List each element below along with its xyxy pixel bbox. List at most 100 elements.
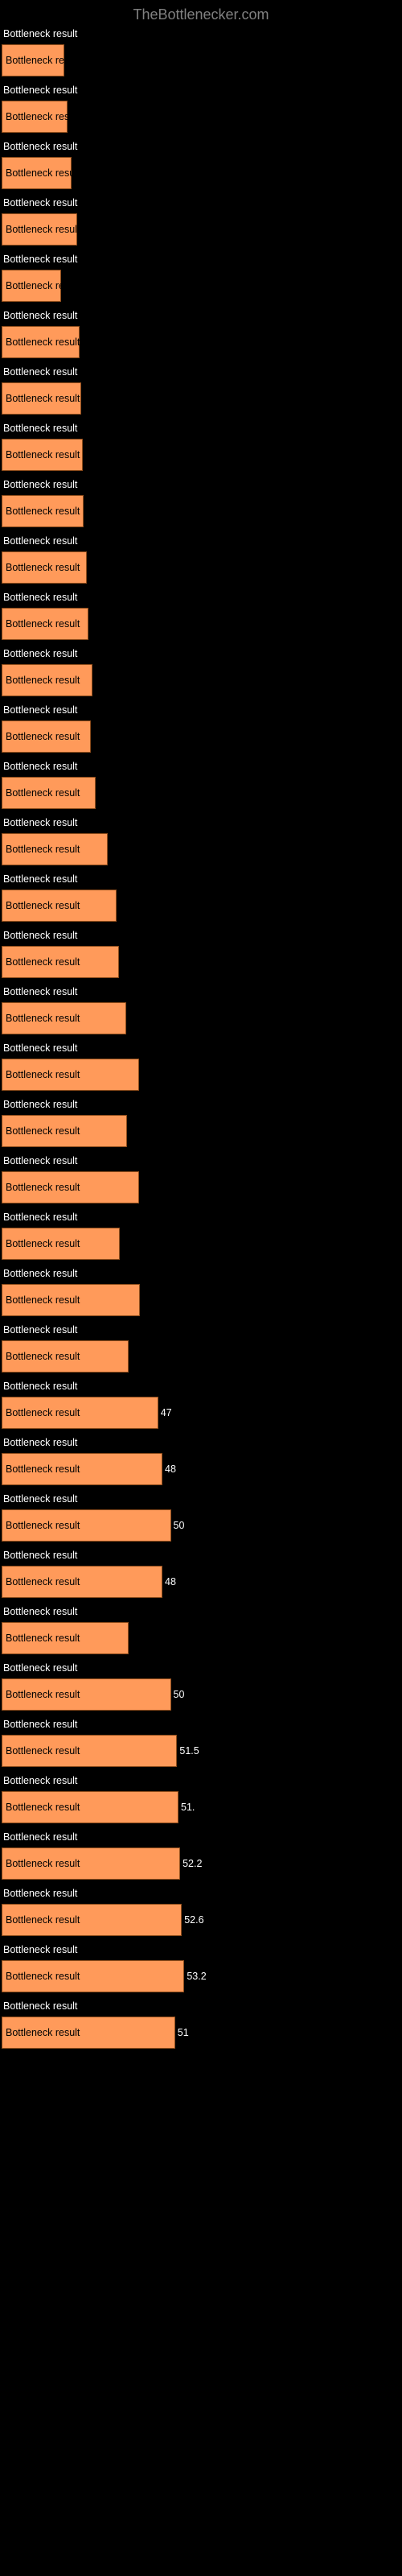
bar[interactable]: Bottleneck result51.5 bbox=[2, 1735, 177, 1767]
bar-text-inside: Bottleneck result bbox=[6, 1294, 80, 1306]
bar-category-label: Bottleneck result bbox=[3, 28, 77, 39]
bar[interactable]: Bottleneck result52.2 bbox=[2, 1847, 180, 1880]
chart-row: Bottleneck result Bottleneck result bbox=[2, 1266, 394, 1316]
bar-container: Bottleneck result bbox=[2, 439, 394, 471]
bar-text-inside: Bottleneck result bbox=[6, 1463, 80, 1475]
bar[interactable]: Bottleneck result bbox=[2, 1622, 129, 1654]
bar-text-inside: Bottleneck result bbox=[6, 2027, 80, 2038]
bar-container: Bottleneck result bbox=[2, 382, 394, 415]
chart-row: Bottleneck result Bottleneck result bbox=[2, 1604, 394, 1654]
bar-container: Bottleneck result bbox=[2, 946, 394, 978]
bar-category-label: Bottleneck result bbox=[3, 1662, 77, 1674]
bar-container: Bottleneck result52.6 bbox=[2, 1904, 394, 1936]
bar-category-label: Bottleneck result bbox=[3, 141, 77, 152]
bar-category-label: Bottleneck result bbox=[3, 704, 77, 716]
bar-container: Bottleneck result bbox=[2, 1284, 394, 1316]
bar[interactable]: Bottleneck result bbox=[2, 213, 77, 246]
bar[interactable]: Bottleneck result51. bbox=[2, 1791, 178, 1823]
bar-category-label: Bottleneck result bbox=[3, 1268, 77, 1279]
chart-row: Bottleneck result Bottleneck result bbox=[2, 27, 394, 76]
bar[interactable]: Bottleneck result bbox=[2, 1115, 127, 1147]
chart-row: Bottleneck resultBottleneck result bbox=[2, 252, 394, 302]
bar-text-inside: Bottleneck result bbox=[6, 1576, 80, 1587]
bar[interactable]: Bottleneck result bbox=[2, 1284, 140, 1316]
site-logo-link[interactable]: TheBottlenecker.com bbox=[133, 6, 269, 23]
bar-category-label: Bottleneck result bbox=[3, 1831, 77, 1843]
bar[interactable]: Bottleneck result48 bbox=[2, 1566, 162, 1598]
bar-category-label: Bottleneck result bbox=[3, 1042, 77, 1054]
bar[interactable]: Bottleneck result bbox=[2, 495, 84, 527]
bar-container: Bottleneck result bbox=[2, 1171, 394, 1203]
bar-category-label: Bottleneck result bbox=[3, 1212, 77, 1223]
bar-category-label: Bottleneck result bbox=[3, 1606, 77, 1617]
bar-category-label: Bottleneck result bbox=[3, 1099, 77, 1110]
bar[interactable]: Bottleneck result bbox=[2, 157, 72, 189]
bar[interactable]: Bottleneck result bbox=[2, 1340, 129, 1373]
bar-text-inside: Bottleneck result bbox=[6, 1971, 80, 1982]
bar-value: 50 bbox=[174, 1689, 185, 1700]
bar-container: Bottleneck result 48 bbox=[2, 1453, 394, 1485]
chart-row: Bottleneck result Bottleneck result bbox=[2, 703, 394, 753]
chart-row: Bottleneck result Bottleneck result bbox=[2, 759, 394, 809]
bar[interactable]: Bottleneck result50 bbox=[2, 1509, 171, 1542]
bar-text-inside: Bottleneck result bbox=[6, 1633, 80, 1644]
bar[interactable]: Bottleneck result bbox=[2, 439, 83, 471]
bar-container: Bottleneck result bbox=[2, 1115, 394, 1147]
chart-row: Bottleneck result Bottleneck result bbox=[2, 534, 394, 584]
bar[interactable]: Bottleneck result bbox=[2, 270, 61, 302]
bar-text-inside: Bottleneck result bbox=[6, 1745, 80, 1757]
bar-container: Bottleneck result bbox=[2, 44, 394, 76]
bar[interactable]: Bottleneck result bbox=[2, 1228, 120, 1260]
bar-category-label: Bottleneck result bbox=[3, 1324, 77, 1335]
bar[interactable]: Bottleneck result51 bbox=[2, 2017, 175, 2049]
bar[interactable]: Bottleneck result bbox=[2, 890, 117, 922]
bar-text-inside: Bottleneck result bbox=[6, 1689, 80, 1700]
bar-container: Bottleneck result 51 bbox=[2, 2017, 394, 2049]
chart-row: Bottleneck resultBottleneck result bbox=[2, 421, 394, 471]
bar[interactable]: Bottleneck result bbox=[2, 777, 96, 809]
bar[interactable]: Bottleneck result bbox=[2, 608, 88, 640]
chart-row: Bottleneck resultBottleneck result bbox=[2, 196, 394, 246]
bar-value: 51. bbox=[181, 1802, 195, 1813]
bar-value: 48 bbox=[165, 1463, 176, 1475]
bar[interactable]: Bottleneck result bbox=[2, 551, 87, 584]
chart-row: Bottleneck result Bottleneck result bbox=[2, 1323, 394, 1373]
bar[interactable]: Bottleneck result bbox=[2, 44, 64, 76]
bar-category-label: Bottleneck result bbox=[3, 479, 77, 490]
chart-row: Bottleneck result Bottleneck result bbox=[2, 1041, 394, 1091]
bar-category-label: Bottleneck result bbox=[3, 986, 77, 997]
bar[interactable]: Bottleneck result bbox=[2, 1171, 139, 1203]
bar-container: Bottleneck result bbox=[2, 270, 394, 302]
bar-text-inside: Bottleneck result bbox=[6, 900, 80, 911]
bar-container: Bottleneck result52.2 bbox=[2, 1847, 394, 1880]
bar-category-label: Bottleneck result bbox=[3, 535, 77, 547]
bar-container: Bottleneck result51. bbox=[2, 1791, 394, 1823]
bar-value: 51 bbox=[178, 2027, 189, 2038]
bar[interactable]: Bottleneck result47 bbox=[2, 1397, 158, 1429]
chart-row: Bottleneck result Bottleneck result bbox=[2, 139, 394, 189]
chart-row: Bottleneck resultBottleneck result48 bbox=[2, 1435, 394, 1485]
bar-container: Bottleneck result bbox=[2, 157, 394, 189]
bar[interactable]: Bottleneck result48 bbox=[2, 1453, 162, 1485]
chart-row: Bottleneck resultBottleneck result52.6 bbox=[2, 1886, 394, 1936]
bar-category-label: Bottleneck result bbox=[3, 1493, 77, 1505]
bar[interactable]: Bottleneck result52.6 bbox=[2, 1904, 182, 1936]
bar-text-inside: Bottleneck result bbox=[6, 336, 80, 348]
bar[interactable]: Bottleneck result50 bbox=[2, 1678, 171, 1711]
bar[interactable]: Bottleneck result bbox=[2, 382, 81, 415]
bar-category-label: Bottleneck result bbox=[3, 1381, 77, 1392]
bar[interactable]: Bottleneck result bbox=[2, 946, 119, 978]
bar[interactable]: Bottleneck result bbox=[2, 720, 91, 753]
bar[interactable]: Bottleneck result bbox=[2, 664, 92, 696]
bar-container: Bottleneck result48 bbox=[2, 1566, 394, 1598]
bar-text-inside: Bottleneck result bbox=[6, 224, 80, 235]
bar[interactable]: Bottleneck result bbox=[2, 101, 68, 133]
bar-category-label: Bottleneck result bbox=[3, 761, 77, 772]
bar[interactable]: Bottleneck result bbox=[2, 1002, 126, 1034]
bar[interactable]: Bottleneck result bbox=[2, 833, 108, 865]
bar-category-label: Bottleneck result bbox=[3, 648, 77, 659]
bar[interactable]: Bottleneck result53.2 bbox=[2, 1960, 184, 1992]
bar-category-label: Bottleneck result bbox=[3, 592, 77, 603]
bar[interactable]: Bottleneck result bbox=[2, 1059, 139, 1091]
bar[interactable]: Bottleneck result bbox=[2, 326, 80, 358]
